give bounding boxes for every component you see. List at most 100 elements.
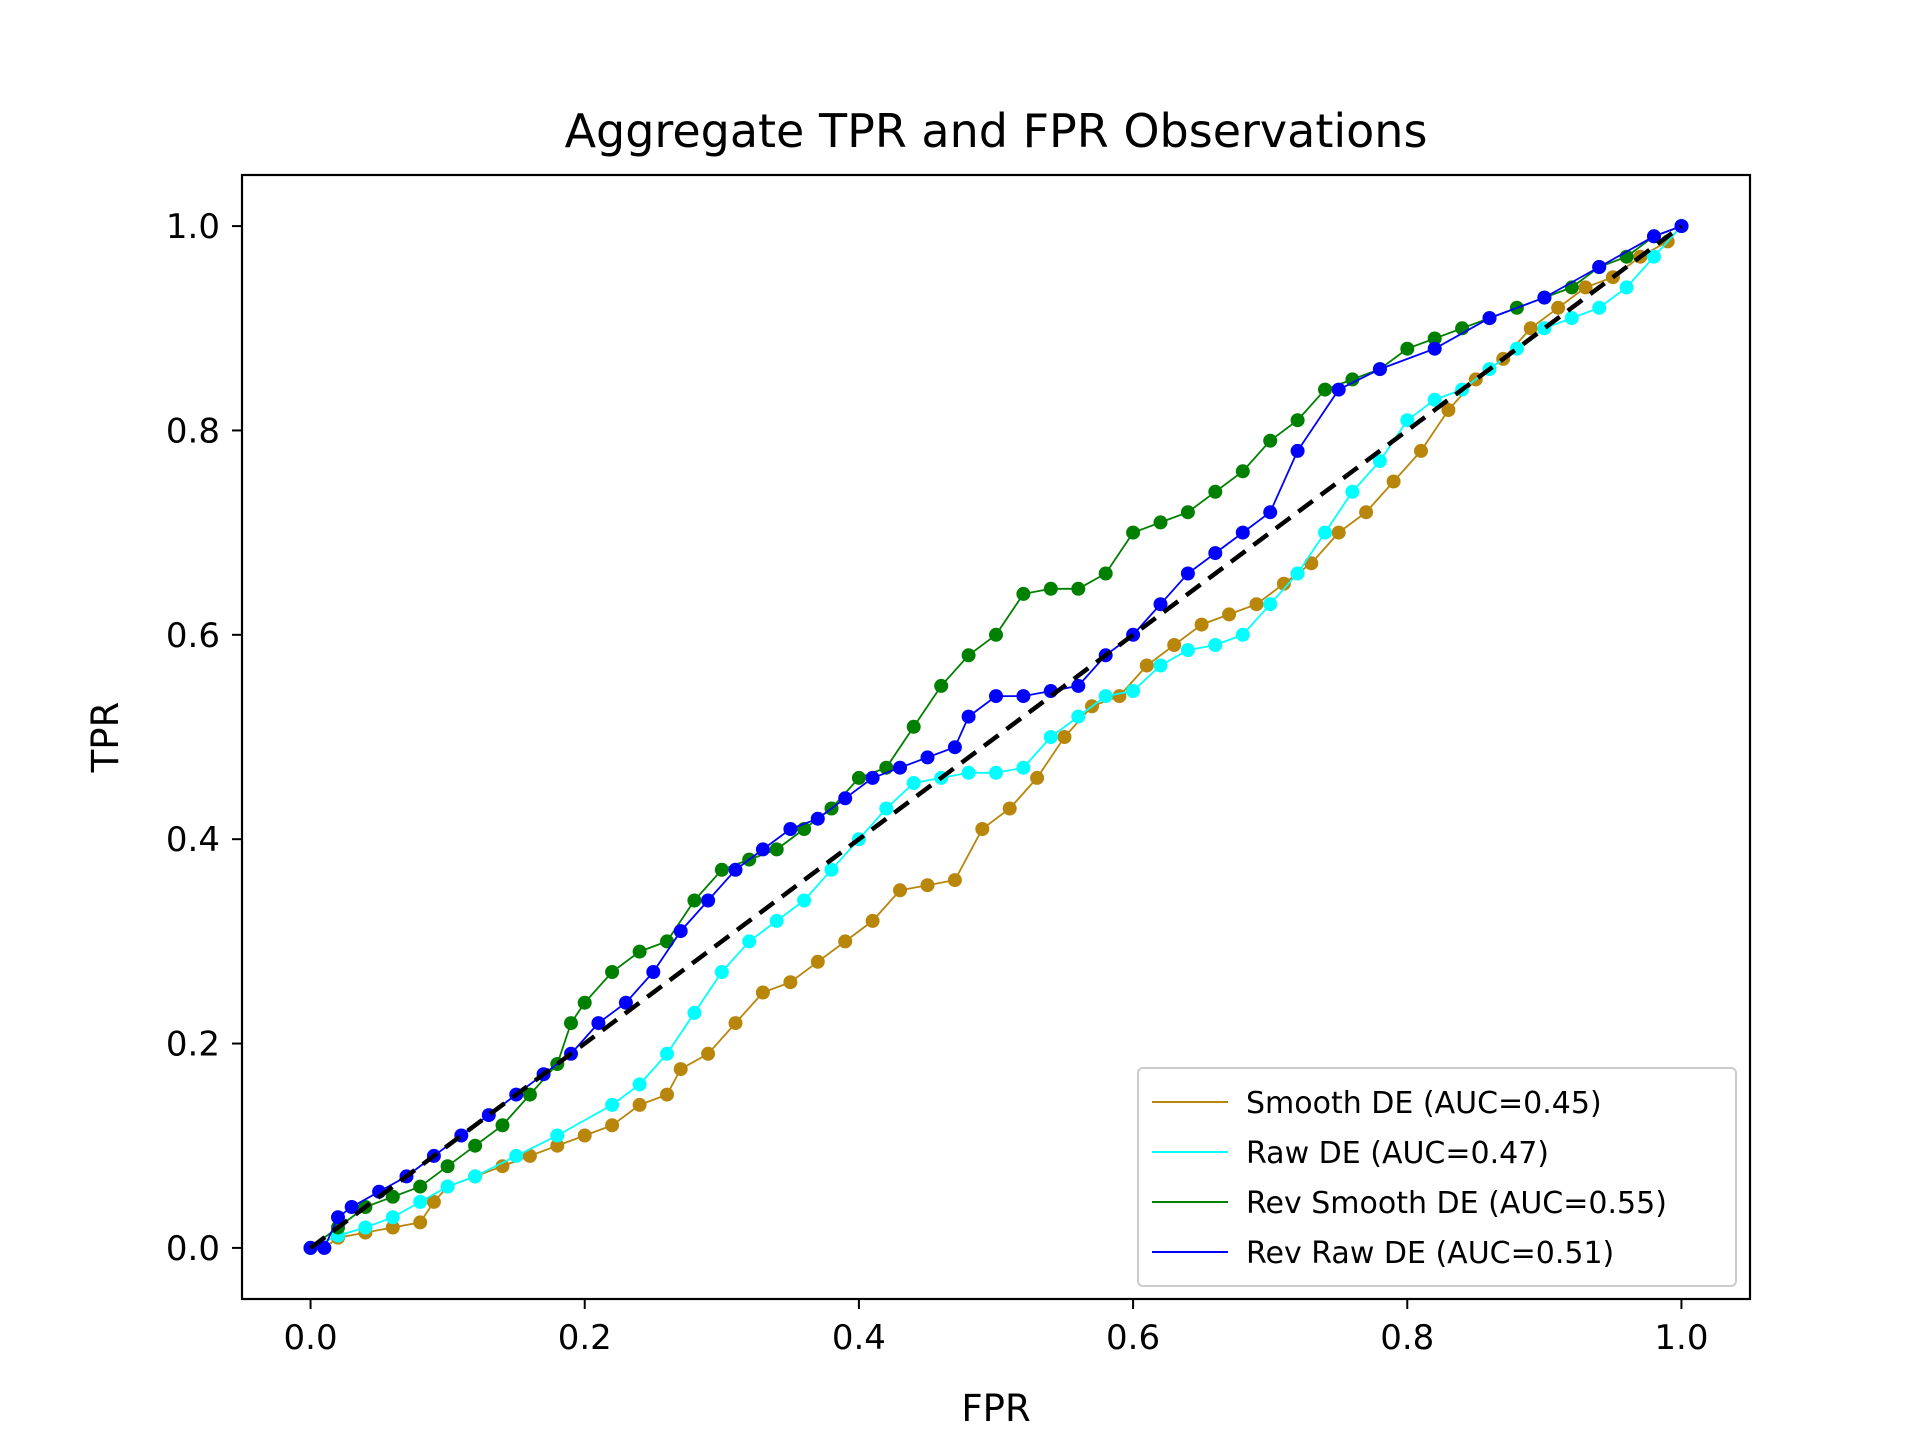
data-point bbox=[331, 1210, 345, 1225]
data-point bbox=[1208, 484, 1223, 499]
data-point bbox=[975, 822, 990, 836]
data-point bbox=[413, 1179, 428, 1194]
data-point bbox=[824, 862, 839, 877]
y-axis-title: TPR bbox=[84, 702, 127, 774]
y-tick-label: 0.0 bbox=[166, 1229, 220, 1269]
data-point bbox=[1139, 658, 1154, 673]
legend-item: Smooth DE (AUC=0.45) bbox=[1152, 1086, 1602, 1121]
data-point bbox=[755, 985, 770, 1000]
data-point bbox=[385, 1210, 400, 1225]
axis-ticks: 0.0 0.2 0.4 0.6 0.8 1.0 0.0 0.2 0.4 0.6 0.8 1.0 bbox=[166, 207, 1709, 1358]
data-point bbox=[797, 893, 812, 908]
y-tick-label: 1.0 bbox=[166, 207, 220, 247]
data-point bbox=[1016, 586, 1031, 601]
data-point bbox=[605, 1097, 620, 1112]
data-point bbox=[385, 1220, 400, 1235]
data-point bbox=[810, 954, 825, 969]
x-tick-label: 0.2 bbox=[558, 1318, 612, 1358]
reference-diagonal bbox=[309, 224, 1683, 1250]
data-point bbox=[660, 1046, 674, 1061]
data-point bbox=[1304, 556, 1319, 571]
data-point bbox=[1071, 581, 1086, 596]
data-point bbox=[1647, 249, 1661, 264]
data-point bbox=[1043, 730, 1058, 744]
data-point bbox=[728, 1016, 743, 1031]
data-point bbox=[646, 965, 661, 979]
chart-title: Aggregate TPR and FPR Observations bbox=[565, 104, 1428, 158]
data-point bbox=[1153, 597, 1168, 612]
data-point bbox=[1386, 474, 1401, 489]
data-point bbox=[769, 913, 784, 928]
data-point bbox=[1126, 525, 1141, 540]
y-tick-label: 0.6 bbox=[166, 616, 220, 656]
legend-item: Rev Smooth DE (AUC=0.55) bbox=[1152, 1186, 1667, 1221]
legend-label: Rev Raw DE (AUC=0.51) bbox=[1246, 1236, 1614, 1271]
data-point bbox=[1030, 770, 1045, 785]
legend-item: Rev Raw DE (AUC=0.51) bbox=[1152, 1236, 1614, 1271]
data-point bbox=[1372, 362, 1387, 377]
data-point bbox=[1345, 484, 1360, 499]
x-axis-title: FPR bbox=[961, 1387, 1030, 1430]
data-point bbox=[1359, 505, 1374, 520]
data-point bbox=[1249, 597, 1264, 612]
data-point bbox=[893, 760, 907, 775]
data-point bbox=[783, 822, 798, 836]
x-tick-label: 0.0 bbox=[284, 1318, 338, 1358]
data-point bbox=[742, 934, 757, 949]
data-point bbox=[1180, 566, 1195, 581]
data-point bbox=[728, 862, 743, 877]
data-point bbox=[701, 1046, 716, 1061]
data-point bbox=[1592, 260, 1607, 274]
data-point bbox=[1153, 658, 1168, 673]
data-point bbox=[564, 1016, 578, 1031]
data-point bbox=[495, 1118, 510, 1133]
data-point bbox=[577, 1128, 592, 1143]
data-point bbox=[1345, 372, 1360, 387]
data-point bbox=[989, 689, 1003, 704]
data-point bbox=[1290, 413, 1305, 428]
data-point bbox=[1112, 689, 1127, 704]
data-point bbox=[1318, 525, 1332, 540]
data-point bbox=[1016, 689, 1031, 704]
data-point bbox=[687, 1005, 702, 1020]
data-point bbox=[632, 1097, 647, 1112]
data-point bbox=[1263, 433, 1278, 448]
legend-label: Smooth DE (AUC=0.45) bbox=[1246, 1086, 1602, 1121]
data-point bbox=[1235, 464, 1250, 479]
data-point bbox=[1400, 341, 1415, 356]
data-point bbox=[1276, 576, 1291, 591]
data-point bbox=[413, 1194, 428, 1209]
data-point bbox=[920, 878, 935, 893]
data-point bbox=[1180, 643, 1195, 658]
data-point bbox=[961, 765, 976, 780]
data-point bbox=[1043, 581, 1058, 596]
data-point bbox=[1071, 709, 1086, 724]
data-point bbox=[1400, 413, 1415, 428]
data-point bbox=[810, 811, 825, 826]
data-point bbox=[1235, 525, 1250, 540]
data-point bbox=[317, 1240, 332, 1255]
data-point bbox=[632, 944, 647, 959]
data-point bbox=[632, 1077, 647, 1092]
data-point bbox=[1523, 321, 1538, 336]
data-point bbox=[1427, 392, 1442, 407]
data-point bbox=[577, 995, 592, 1010]
data-point bbox=[687, 893, 702, 908]
data-point bbox=[1263, 597, 1278, 612]
data-point bbox=[893, 883, 907, 898]
data-point bbox=[714, 965, 729, 979]
data-point bbox=[961, 709, 976, 724]
data-point bbox=[1290, 566, 1305, 581]
data-point bbox=[591, 1016, 606, 1031]
data-point bbox=[1098, 689, 1113, 704]
data-point bbox=[851, 770, 866, 785]
legend-box bbox=[1137, 1067, 1737, 1287]
data-point bbox=[1537, 290, 1552, 305]
data-point bbox=[865, 913, 880, 928]
data-point bbox=[1126, 684, 1141, 698]
data-point bbox=[1564, 311, 1579, 326]
data-point bbox=[1551, 300, 1566, 315]
data-point bbox=[961, 648, 976, 663]
data-point bbox=[344, 1200, 359, 1214]
